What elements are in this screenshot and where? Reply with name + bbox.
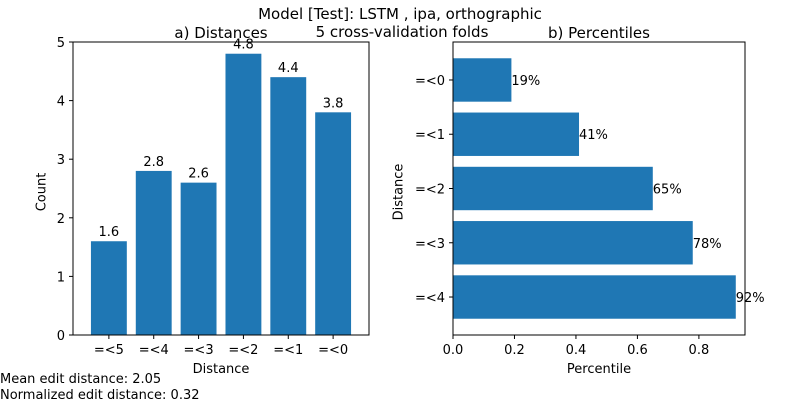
chart-a-title: a) Distances xyxy=(174,24,268,42)
chart-a-x-tick-label: =<3 xyxy=(184,343,214,358)
chart-b-y-tick-label: =<2 xyxy=(415,183,445,198)
chart-b-value-label: 65% xyxy=(653,183,682,198)
chart-a-xlabel: Distance xyxy=(192,362,250,377)
chart-a-y-tick-label: 4 xyxy=(57,95,65,110)
chart-a-y-tick-label: 0 xyxy=(57,329,65,344)
chart-b-y-tick-label: =<4 xyxy=(415,291,445,306)
chart-b-x-tick-label: 0.0 xyxy=(443,343,464,358)
chart-a-x-tick-label: =<5 xyxy=(94,343,124,358)
chart-b-y-tick-label: =<0 xyxy=(415,74,445,89)
chart-b-y-tick-label: =<1 xyxy=(415,128,445,143)
chart-a-y-tick-label: 5 xyxy=(57,36,65,51)
chart-b-x-tick-label: 0.8 xyxy=(689,343,710,358)
chart-a-value-label: 2.6 xyxy=(188,167,209,182)
chart-a-x-tick-label: =<0 xyxy=(318,343,348,358)
chart-a-x-tick-label: =<2 xyxy=(228,343,258,358)
chart-b-xlabel: Percentile xyxy=(566,362,632,377)
chart-a-bar xyxy=(135,170,172,335)
chart-a-value-label: 4.4 xyxy=(278,61,299,76)
chart-b-y-tick-label: =<3 xyxy=(415,237,445,252)
chart-b-value-label: 41% xyxy=(579,128,608,143)
chart-a-bar xyxy=(315,112,352,335)
chart-b-value-label: 78% xyxy=(693,237,722,252)
chart-a-x-tick-label: =<1 xyxy=(273,343,303,358)
chart-a-y-tick-label: 1 xyxy=(57,270,65,285)
mean-edit-distance: Mean edit distance: 2.05 xyxy=(0,372,162,387)
chart-b-bar xyxy=(453,58,512,102)
chart-a-value-label: 3.8 xyxy=(323,96,344,111)
normalized-edit-distance: Normalized edit distance: 0.32 xyxy=(0,388,200,403)
chart-b-x-tick-label: 0.4 xyxy=(566,343,587,358)
chart-a-frame xyxy=(72,41,370,336)
chart-a-bar xyxy=(180,182,217,335)
chart-b-x-tick-label: 0.2 xyxy=(504,343,525,358)
chart-a-bar xyxy=(90,241,127,335)
chart-a-y-tick-label: 3 xyxy=(57,153,65,168)
chart-b-title: b) Percentiles xyxy=(548,24,650,42)
chart-b-bar xyxy=(453,166,653,211)
chart-b-value-label: 92% xyxy=(736,291,765,306)
chart-a-value-label: 4.8 xyxy=(233,38,254,53)
chart-b-x-tick-label: 0.6 xyxy=(627,343,648,358)
chart-a-x-tick-label: =<4 xyxy=(139,343,169,358)
chart-b-frame xyxy=(452,41,746,336)
chart-b-bar xyxy=(453,112,580,156)
chart-a-y-tick-label: 2 xyxy=(57,212,65,227)
chart-a-bar xyxy=(270,77,307,335)
chart-b-bar xyxy=(453,221,693,265)
chart-a-value-label: 1.6 xyxy=(99,225,120,240)
chart-a-value-label: 2.8 xyxy=(143,155,164,170)
chart-b-bar xyxy=(453,275,736,319)
figure-title-line2: 5 cross-validation folds xyxy=(315,23,489,41)
chart-a-bar xyxy=(225,53,262,335)
figure-title-line1: Model [Test]: LSTM , ipa, orthographic xyxy=(258,5,542,23)
chart-b-value-label: 19% xyxy=(511,74,540,89)
